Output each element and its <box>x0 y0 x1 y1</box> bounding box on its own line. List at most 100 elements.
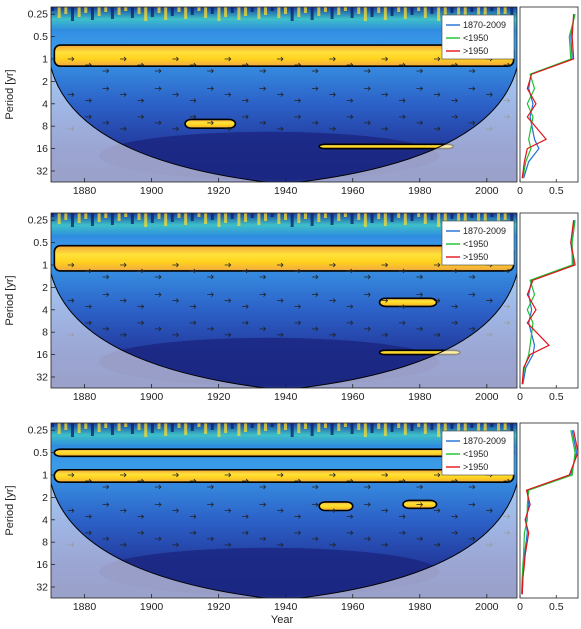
phase-arrow <box>311 536 319 542</box>
phase-arrow <box>311 292 319 297</box>
phase-arrow <box>85 98 92 103</box>
phase-arrow <box>346 514 354 519</box>
phase-arrow <box>451 320 458 326</box>
phase-arrow <box>433 332 441 338</box>
phase-arrow <box>294 530 301 536</box>
spectrum-line-3 <box>521 220 576 385</box>
phase-arrow <box>364 68 371 74</box>
phase-arrow <box>381 262 389 268</box>
phase-arrow <box>189 98 197 103</box>
phase-arrow <box>242 530 249 536</box>
side-x-tick-label: 0 <box>517 601 523 613</box>
phase-arrow <box>468 86 476 91</box>
phase-arrow <box>364 536 371 542</box>
phase-arrow <box>276 472 284 478</box>
phase-arrow <box>242 98 249 103</box>
phase-arrow <box>503 268 511 274</box>
phase-arrow <box>398 530 406 536</box>
x-tick-label: 1900 <box>140 185 164 197</box>
phase-arrow <box>294 478 301 484</box>
phase-arrow <box>137 478 145 484</box>
phase-arrow <box>276 298 284 303</box>
phase-arrow <box>102 274 110 280</box>
global-spectrum-panel: 0 0.5 <box>517 422 579 613</box>
y-tick-label: 4 <box>42 514 48 526</box>
phase-arrow <box>224 126 232 132</box>
phase-arrow <box>120 92 127 97</box>
x-tick-label: 1980 <box>408 185 432 197</box>
phase-arrow <box>346 62 354 68</box>
phase-arrow <box>154 120 162 126</box>
phase-arrow <box>67 56 75 62</box>
phase-arrow <box>242 304 249 309</box>
phase-arrow <box>276 92 284 97</box>
phase-arrow <box>416 536 423 542</box>
phase-arrow <box>102 536 110 542</box>
phase-arrow <box>329 56 336 62</box>
x-tick-label: 1980 <box>408 601 432 613</box>
phase-arrow <box>172 262 179 268</box>
spectrum-line-3 <box>521 430 579 595</box>
spectrum-line-1 <box>523 14 575 179</box>
phase-arrow <box>224 542 232 548</box>
phase-arrow <box>451 478 458 484</box>
phase-arrow <box>259 292 267 297</box>
phase-arrow <box>259 326 267 332</box>
phase-arrow <box>172 332 179 338</box>
phase-arrow <box>398 304 406 309</box>
phase-arrow <box>102 502 110 507</box>
phase-arrow <box>294 114 301 120</box>
spectrum-line-2 <box>522 14 576 179</box>
phase-arrow <box>102 120 110 126</box>
fine-scale-region <box>51 7 517 31</box>
phase-arrow <box>172 126 179 132</box>
phase-arrow <box>242 62 249 68</box>
phase-arrow <box>67 92 75 97</box>
y-tick-label: 1 <box>42 260 48 272</box>
phase-arrow <box>398 268 406 274</box>
phase-arrow <box>329 298 336 303</box>
phase-arrow <box>120 542 127 548</box>
side-x-tick-label: 0 <box>517 391 523 403</box>
x-tick-label: 1960 <box>341 185 365 197</box>
phase-arrow <box>259 536 267 542</box>
legend-label: >1950 <box>463 462 488 472</box>
side-x-tick-label: 0.5 <box>549 391 564 403</box>
side-x-tick-label: 0.5 <box>549 601 564 613</box>
phase-arrow <box>486 298 493 303</box>
phase-arrow <box>102 326 110 332</box>
phase-arrow <box>85 514 92 519</box>
phase-arrow <box>189 478 197 484</box>
phase-arrow <box>468 120 476 126</box>
phase-arrow <box>207 502 214 507</box>
phase-arrow <box>67 262 75 268</box>
phase-arrow <box>346 478 354 484</box>
phase-arrow <box>154 86 162 91</box>
phase-arrow <box>276 508 284 513</box>
global-spectrum-panel: 0 0.5 <box>517 212 579 403</box>
phase-arrow <box>329 508 336 513</box>
phase-arrow <box>364 292 371 297</box>
spectrum-line-2 <box>520 430 576 595</box>
phase-arrow <box>468 484 476 490</box>
phase-arrow <box>137 320 145 326</box>
phase-arrow <box>259 86 267 91</box>
cone-of-influence-line <box>51 67 517 182</box>
wavelet-power-map <box>51 7 517 182</box>
y-tick-label: 32 <box>36 581 48 593</box>
phase-arrow <box>364 326 371 332</box>
y-tick-label: 4 <box>42 304 48 316</box>
phase-arrow <box>468 292 476 297</box>
phase-arrow <box>381 472 389 478</box>
phase-arrow <box>311 120 319 126</box>
phase-arrow <box>242 320 249 326</box>
phase-arrow <box>207 120 214 126</box>
legend-label: >1950 <box>463 46 488 56</box>
phase-arrow <box>85 530 92 536</box>
y-tick-label: 4 <box>42 98 48 110</box>
phase-arrow <box>154 536 162 542</box>
phase-arrow <box>172 56 179 62</box>
legend-label: 1870-2009 <box>463 226 506 236</box>
y-tick-label: 8 <box>42 537 48 549</box>
phase-arrow <box>503 62 511 68</box>
